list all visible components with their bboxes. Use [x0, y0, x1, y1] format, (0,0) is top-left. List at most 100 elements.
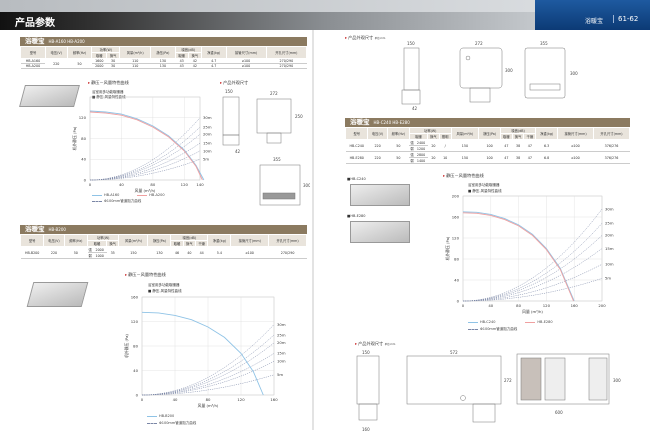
chart-title: 浴室用多功能取暖器 — [92, 90, 124, 94]
col-pipe: 接管尺寸(mm) — [230, 234, 270, 247]
cell: 2400 — [414, 139, 428, 146]
col-airflow: 风量(m³/h) — [119, 46, 152, 59]
y-tick-label: 80 — [133, 343, 138, 348]
col-model: 型号 — [20, 46, 46, 59]
x-tick-label: 120 — [543, 303, 551, 308]
y-tick-label: 80 — [454, 256, 459, 261]
x-tick-label: 160 — [571, 303, 579, 308]
svg-text:160: 160 — [362, 427, 370, 432]
col-noise-vent: 换气 — [187, 52, 202, 59]
legend-item: HB-A160 — [92, 193, 119, 197]
duct-curve-label: 25m — [203, 124, 212, 129]
svg-text:250: 250 — [295, 114, 303, 119]
cell: 50 — [64, 246, 88, 259]
cell: 2000 — [92, 246, 107, 253]
page-numbers: 61-62 — [613, 15, 638, 23]
svg-text:355: 355 — [273, 157, 281, 162]
spec-block-c: 浴暖宝 HB-C240 HB-E280 型号 电压(V) 频率(Hz) 功率(W) 风量(… — [344, 118, 630, 164]
svg-text:272: 272 — [504, 378, 512, 383]
cell: 270/290 — [266, 63, 307, 69]
cell: 35 — [106, 246, 119, 259]
cell: 110 — [119, 63, 151, 69]
y-tick-label: 80 — [81, 136, 86, 141]
cell: 150 — [451, 139, 479, 152]
col-freq: 频率(Hz) — [386, 127, 410, 140]
cell: 50 — [387, 151, 410, 164]
duct-curve-25m — [462, 223, 603, 302]
duct-curve-label: 20m — [277, 340, 286, 345]
col-pipe: 接管尺寸(mm) — [557, 127, 594, 140]
x-tick-label: 40 — [173, 397, 178, 402]
thumb-label-c240: ■HB-C240 — [347, 177, 366, 181]
table-row: HB-E280 220 50 强 2800 20 10 150 100 47 38 47 6.8 ⌀100… — [345, 151, 630, 164]
thumb-label-e280: ■HB-E280 — [347, 214, 366, 218]
y-tick-label: 120 — [452, 235, 460, 240]
series-line-HB-A160 — [89, 110, 205, 181]
y-axis-label: 机外静压 (Pa) — [445, 236, 450, 260]
cell: 30 — [106, 63, 120, 69]
legend-item: HB-C240 — [468, 320, 495, 324]
cell: 弱 — [87, 252, 93, 259]
spec-block-b: 浴暖宝 HB-B200 型号 电压(V) 频率(Hz) 功率(W) 风量(m³/h) 静压(… — [19, 225, 307, 259]
model-list: HB-A160 HB-A200 — [48, 39, 85, 44]
x-tick-label: 80 — [516, 303, 521, 308]
x-tick-label: 80 — [150, 182, 155, 187]
dimension-drawing-a: 150 272 250 42 355 300 — [222, 89, 310, 206]
duct-curve-label: 25m — [605, 221, 614, 226]
col-noise-heat: 取暖 — [499, 133, 513, 140]
table-row: HB-C240 220 50 强 2400 20/150 100 47 38 47 6.3 ⌀100 3… — [345, 139, 630, 152]
cell: 强 — [87, 246, 93, 253]
x-tick-label: 120 — [237, 397, 245, 402]
y-tick-label: 0 — [84, 177, 87, 182]
cell: 5.4 — [207, 246, 231, 259]
table-row: HB-B200 220 50 强 2000 35 150 130 46 40 44 5.4 ⌀100 27… — [20, 246, 307, 259]
chart-subtitle: ■ 静压-风量特性曲线 — [148, 289, 182, 293]
svg-text:272: 272 — [475, 41, 483, 46]
dims-heading-c: 产品外观尺寸 单位:mm — [345, 35, 385, 41]
cell: 20 — [427, 151, 440, 164]
section-title-bar: 浴暖宝 HB-C240 HB-E280 — [345, 118, 630, 127]
x-axis-label: 风量 (m³/h) — [522, 309, 543, 314]
svg-text:300: 300 — [505, 68, 513, 73]
cell: 6.8 — [535, 151, 558, 164]
table-row: 弱 1400 — [346, 157, 630, 164]
duct-curve-20m — [462, 235, 603, 302]
x-tick-label: 80 — [206, 397, 211, 402]
spec-table-c: 型号 电压(V) 频率(Hz) 功率(W) 风量(m³/h) 静压(Pa) 噪音(dB) 净重… — [344, 127, 630, 164]
cell: 1000 — [92, 252, 107, 259]
x-tick-label: 200 — [598, 303, 606, 308]
col-pipe: 接管尺寸(mm) — [225, 46, 267, 59]
cell: 46 — [170, 246, 184, 259]
duct-curve-label: 5m — [277, 372, 283, 377]
col-hole: 开孔尺寸(mm) — [268, 234, 307, 247]
section-name: 浴暖宝 — [585, 18, 604, 25]
duct-curve-15m — [462, 248, 603, 302]
duct-curve-5m — [89, 159, 201, 181]
cell: 42 — [188, 58, 202, 64]
header-bar — [0, 12, 650, 30]
cell: 50 — [387, 139, 410, 152]
cell: 150 — [451, 151, 479, 164]
x-tick-label: 0 — [89, 182, 92, 187]
cell: 38 — [512, 151, 524, 164]
legend-item: HB-B200 — [147, 414, 196, 418]
section-tab: 浴暖宝 61-62 — [535, 0, 650, 30]
chart-title: 浴室用多功能取暖器 — [148, 283, 180, 287]
col-noise-dry: 干燥 — [194, 240, 209, 247]
legend-item: HB-A200 — [137, 193, 165, 197]
duct-curve-10m — [462, 264, 603, 302]
dims-heading-d: 产品外观尺寸 单位:mm — [355, 341, 395, 347]
col-power-vent: 换气 — [427, 133, 440, 140]
duct-curve-label: 15m — [277, 351, 286, 356]
series-line-HB-E280 — [462, 212, 574, 302]
cell: ⌀100 — [557, 151, 594, 164]
col-noise-vent: 换气 — [182, 240, 197, 247]
cell: 100 — [478, 139, 501, 152]
svg-text:42: 42 — [412, 106, 418, 110]
cell: 270/290 — [266, 58, 307, 64]
series-line-HB-B200 — [141, 311, 264, 396]
duct-curve-5m — [141, 374, 275, 396]
